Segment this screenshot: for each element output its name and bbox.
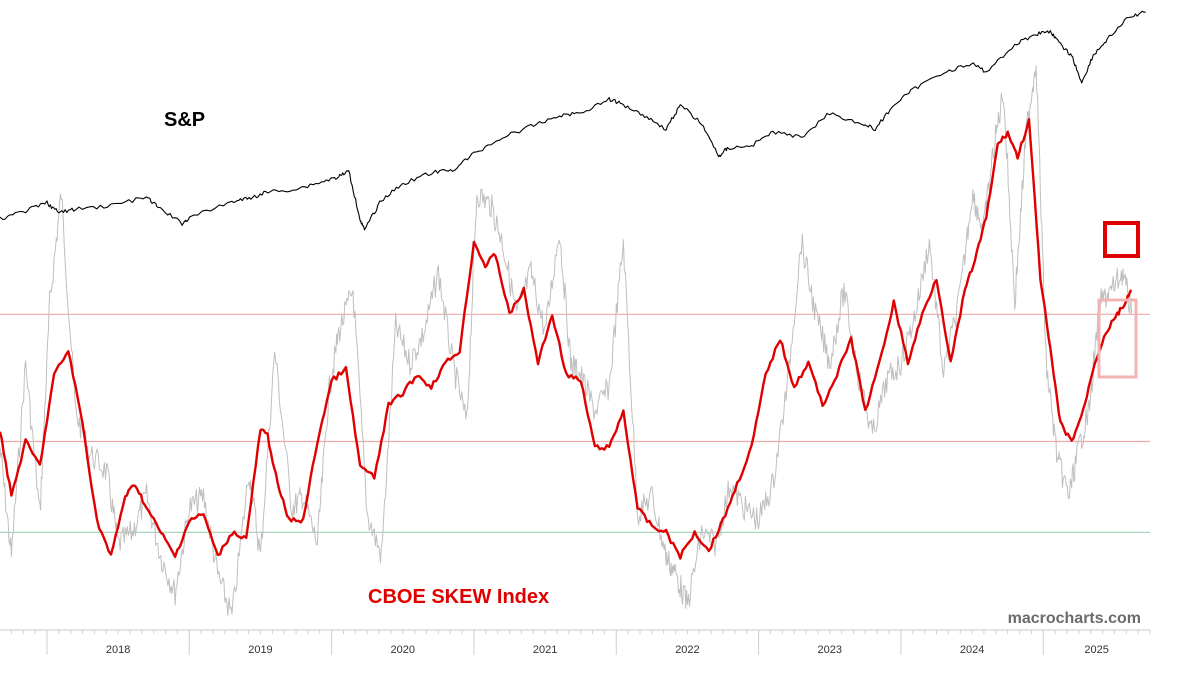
highlight-box-1 (1103, 221, 1140, 258)
x-tick-label-2018: 2018 (106, 644, 130, 656)
highlight-box-2 (1097, 298, 1138, 379)
series-line-s-p (0, 10, 1146, 231)
x-tick-label-2021: 2021 (533, 644, 557, 656)
series-line-skew-smoothed (0, 118, 1133, 560)
series-layer (0, 10, 1146, 616)
series-line-skew (0, 65, 1132, 616)
x-tick-label-2020: 2020 (391, 644, 415, 656)
sp-label: S&P (164, 109, 205, 131)
skew-label: CBOE SKEW Index (368, 586, 549, 608)
x-tick-label-2025: 2025 (1084, 644, 1108, 656)
x-tick-label-2019: 2019 (248, 644, 272, 656)
x-tick-label-2022: 2022 (675, 644, 699, 656)
watermark: macrocharts.com (1008, 610, 1141, 627)
highlight-boxes (1097, 221, 1140, 379)
x-tick-label-2024: 2024 (960, 644, 984, 656)
x-tick-label-2023: 2023 (818, 644, 842, 656)
reference-lines (0, 313, 1150, 533)
x-axis: 2018 2019 2020 2021 2022 2023 2024 2025 (10, 630, 1151, 656)
